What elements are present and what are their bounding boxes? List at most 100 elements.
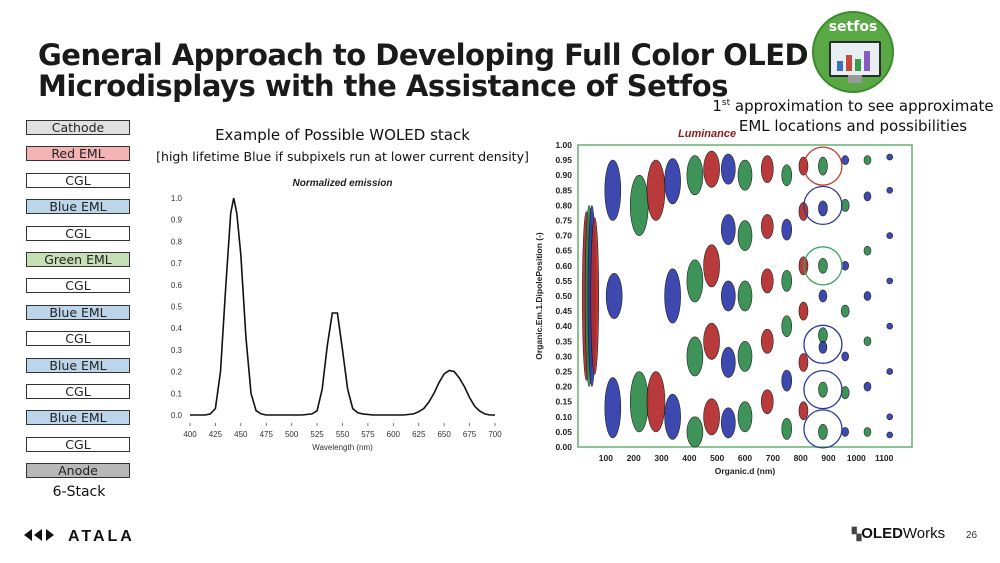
- luminance-blob: [886, 153, 894, 161]
- x-tick-label: 400: [682, 453, 696, 463]
- stack-layer: Blue EML: [26, 199, 130, 215]
- luminance-blob: [664, 268, 681, 324]
- highlight-circle: [803, 369, 843, 410]
- luminance-blob: [604, 159, 622, 221]
- y-tick-label: 0.90: [555, 170, 572, 180]
- stack-caption: 6-Stack: [52, 484, 106, 500]
- stack-layer: Blue EML: [26, 410, 130, 426]
- x-tick-label: 400: [183, 430, 197, 439]
- luminance-blob: [886, 186, 894, 194]
- x-tick-label: 575: [361, 430, 375, 439]
- luminance-chart: Luminance 0.00 0.05 0.10 0.15 0.20 0.25 0.30 0.3…: [534, 128, 913, 476]
- luminance-blob: [818, 289, 828, 303]
- x-tick-label: 675: [463, 430, 477, 439]
- stack-layer: Blue EML: [26, 357, 130, 373]
- luminance-blob: [721, 347, 736, 378]
- luminance-blob: [886, 277, 894, 285]
- y-tick-label: 0.70: [555, 231, 572, 241]
- luminance-blob: [818, 200, 828, 217]
- luminance-blob: [629, 174, 649, 236]
- x-tick-label: 300: [654, 453, 668, 463]
- luminance-blob: [840, 304, 850, 318]
- luminance-blob: [760, 214, 774, 239]
- luminance-blob: [737, 401, 753, 433]
- note-line-2: EML locations and possibilities: [738, 117, 968, 135]
- y-tick-label: 0.35: [555, 336, 572, 346]
- luminance-blob: [841, 260, 850, 271]
- stack-layer: Red EML: [26, 146, 130, 162]
- y-tick-label: 0.15: [555, 397, 572, 407]
- monitor-stand-icon: [848, 75, 862, 83]
- stack-layer: Anode: [26, 463, 130, 479]
- luminance-blob: [721, 153, 736, 185]
- stack-layer: CGL: [26, 436, 130, 452]
- y-tick-label: 0.05: [555, 427, 572, 437]
- x-tick-label: 500: [710, 453, 724, 463]
- y-tick-label: 0.65: [555, 246, 572, 256]
- emission-series-line: [190, 197, 495, 416]
- y-tick-label: 0.55: [555, 276, 572, 286]
- x-tick-label: 550: [336, 430, 350, 439]
- luminance-blob: [737, 340, 753, 372]
- x-tick-label: 600: [387, 430, 401, 439]
- luminance-blob: [818, 424, 828, 440]
- x-tick-label: 700: [766, 453, 780, 463]
- luminance-blob: [863, 427, 872, 437]
- y-tick-label: 0.40: [555, 321, 572, 331]
- x-tick-label: 900: [821, 453, 835, 463]
- luminance-blob: [760, 389, 774, 415]
- y-tick-label: 0.95: [555, 155, 572, 165]
- x-tick-label: 650: [437, 430, 451, 439]
- luminance-blob: [818, 381, 828, 398]
- setfos-badge: setfos: [812, 11, 894, 93]
- x-tick-label: 800: [794, 453, 808, 463]
- luminance-blob: [760, 328, 774, 354]
- luminance-blob: [721, 407, 736, 439]
- y-tick-label: 0.20: [555, 382, 572, 392]
- luminance-blob: [840, 199, 850, 212]
- luminance-blob: [818, 327, 828, 344]
- highlight-circle: [803, 246, 843, 286]
- x-tick-label: 600: [738, 453, 752, 463]
- atala-logo-text: ATALA: [68, 528, 135, 545]
- luminance-blob: [629, 371, 649, 433]
- y-tick-label: 0.3: [171, 346, 183, 355]
- luminance-blob: [737, 159, 753, 191]
- luminance-blob: [841, 427, 850, 437]
- emission-chart: Normalized emission 0.0 0.1 0.2 0.3 0.4 0.5 0.6…: [171, 178, 502, 452]
- luminance-blob: [760, 155, 774, 184]
- y-tick-label: 0.1: [171, 389, 183, 398]
- x-tick-label: 700: [488, 430, 502, 439]
- y-tick-label: 0.75: [555, 216, 572, 226]
- slide-title: General Approach to Developing Full Colo…: [38, 40, 809, 102]
- luminance-chart-xlabel: Organic.d (nm): [715, 466, 776, 476]
- luminance-blob: [646, 371, 666, 433]
- luminance-blob: [818, 341, 828, 354]
- luminance-blob: [721, 214, 736, 245]
- luminance-blob: [886, 368, 894, 375]
- x-tick-label: 100: [599, 453, 613, 463]
- luminance-blob: [781, 218, 793, 241]
- luminance-blob: [863, 245, 872, 256]
- highlight-circle: [803, 324, 843, 364]
- highlight-circle: [803, 409, 843, 449]
- luminance-blob: [604, 377, 622, 439]
- stack-layer: CGL: [26, 172, 130, 188]
- luminance-blob: [686, 416, 704, 448]
- y-tick-label: 0.45: [555, 306, 572, 316]
- luminance-blob: [818, 156, 828, 176]
- y-tick-label: 0.2: [171, 368, 183, 377]
- y-tick-label: 0.8: [171, 237, 183, 246]
- y-tick-label: 0.7: [171, 259, 183, 268]
- atala-logo: ATALA: [22, 525, 137, 550]
- approximation-note: 1st approximation to see approximate EML…: [708, 93, 998, 136]
- y-tick-label: 0.00: [555, 442, 572, 452]
- stack-layer: CGL: [26, 331, 130, 347]
- luminance-blob: [781, 418, 793, 440]
- highlight-circle: [803, 146, 843, 186]
- luminance-blob: [863, 336, 872, 347]
- setfos-badge-label: setfos: [828, 19, 878, 35]
- luminance-blob: [781, 270, 793, 292]
- luminance-blob: [737, 220, 753, 252]
- stack-layer: Blue EML: [26, 304, 130, 320]
